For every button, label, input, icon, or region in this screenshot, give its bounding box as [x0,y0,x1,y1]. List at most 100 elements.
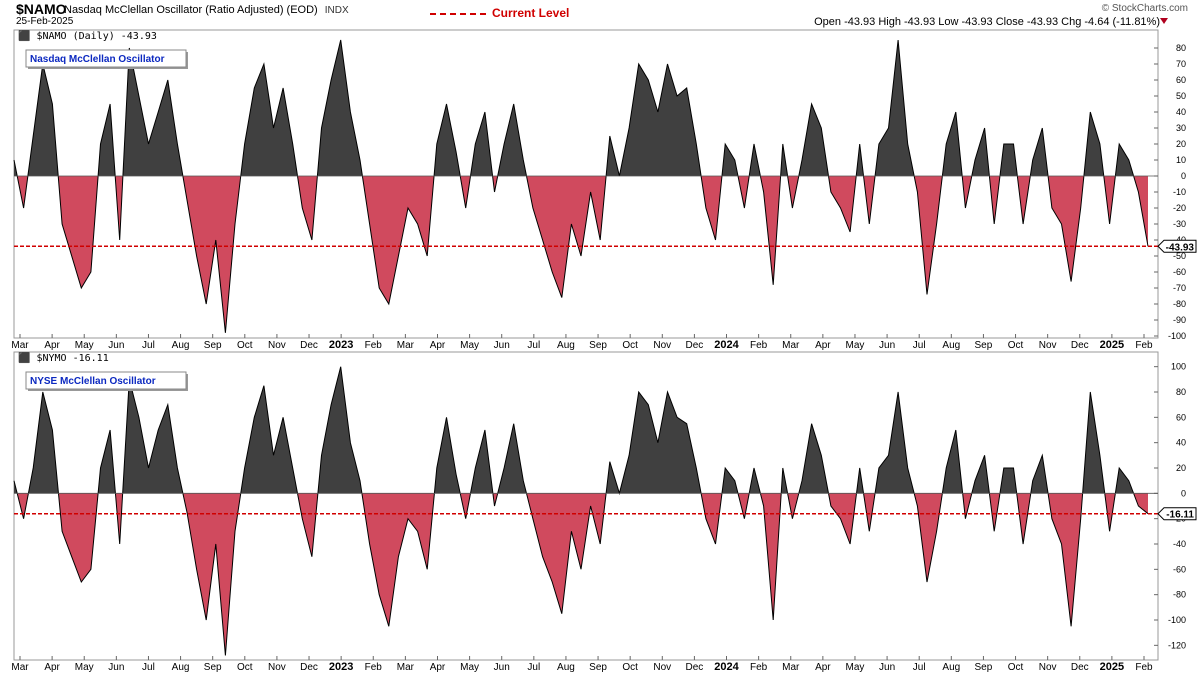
x-tick-label: Dec [1071,340,1089,351]
x-tick-label: Feb [365,662,383,673]
x-tick-label: Jul [527,662,540,673]
x-tick-label: Nov [1039,662,1057,673]
x-tick-label: May [460,662,479,673]
x-tick-label: 2023 [329,661,353,673]
y-tick-label: -10 [1173,187,1186,197]
x-tick-label: Dec [686,662,704,673]
x-tick-label: Feb [1135,340,1153,351]
negative-area [17,493,1148,656]
chart-name: Nasdaq McClellan Oscillator (Ratio Adjus… [64,4,349,16]
label-box-text: Nasdaq McClellan Oscillator [30,54,165,65]
watermark: © StockCharts.com [1101,3,1188,14]
y-tick-label: 0 [1181,171,1186,181]
y-tick-label: 30 [1176,123,1186,133]
x-tick-label: Sep [589,662,607,673]
label-box-text: NYSE McClellan Oscillator [30,376,156,387]
x-tick-label: Jul [913,662,926,673]
y-tick-label: -20 [1173,203,1186,213]
y-tick-label: -40 [1173,539,1186,549]
symbol: $NAMO [16,1,67,17]
exchange: INDX [324,5,349,16]
y-tick-label: 40 [1176,107,1186,117]
x-tick-label: Aug [942,340,960,351]
x-tick-label: Oct [1008,662,1024,673]
x-tick-label: Dec [1071,662,1089,673]
y-tick-label: -80 [1173,590,1186,600]
x-tick-label: Aug [172,340,190,351]
x-tick-label: Jun [879,662,895,673]
y-tick-label: -100 [1168,615,1186,625]
y-tick-label: 20 [1176,463,1186,473]
current-level-legend: Current Level [430,6,569,20]
x-tick-label: Sep [975,340,993,351]
y-tick-label: 40 [1176,438,1186,448]
y-tick-label: -120 [1168,640,1186,650]
positive-area [14,366,1148,494]
x-tick-label: 2024 [714,339,739,351]
y-tick-label: 20 [1176,139,1186,149]
x-tick-label: May [460,340,479,351]
ohlc-readout: Open -43.93 High -43.93 Low -43.93 Close… [814,16,1160,28]
chart-name-text: Nasdaq McClellan Oscillator (Ratio Adjus… [64,4,318,16]
current-level-value: -43.93 [1166,242,1195,253]
y-tick-label: 70 [1176,59,1186,69]
x-tick-label: Apr [815,340,831,351]
x-tick-label: Oct [237,340,253,351]
down-arrow-icon [1160,18,1168,24]
x-tick-label: Mar [782,662,800,673]
x-tick-label: Apr [44,340,60,351]
x-tick-label: Oct [622,340,638,351]
x-tick-label: May [75,662,94,673]
x-tick-label: Aug [942,662,960,673]
current-level-value: -16.11 [1166,510,1194,521]
x-tick-label: Sep [204,662,222,673]
y-tick-label: -90 [1173,315,1186,325]
oscillator-panel-2: -120-100-80-60-40-20020406080100MarAprMa… [11,351,1197,673]
x-tick-label: Mar [397,662,415,673]
y-tick-label: -100 [1168,331,1186,341]
positive-area [14,40,1148,176]
x-tick-label: Aug [557,662,575,673]
x-tick-label: Nov [268,340,286,351]
x-tick-label: Mar [11,662,29,673]
x-tick-label: Sep [975,662,993,673]
x-tick-label: Feb [750,340,768,351]
y-tick-label: -80 [1173,299,1186,309]
y-tick-label: -60 [1173,267,1186,277]
x-tick-label: May [846,340,865,351]
y-tick-label: 60 [1176,75,1186,85]
y-tick-label: 50 [1176,91,1186,101]
label-box [25,371,187,390]
label-box [25,49,187,68]
y-tick-label: -60 [1173,564,1186,574]
x-tick-label: Mar [397,340,415,351]
panel-title: ⬛ $NYMO -16.11 [18,351,109,364]
y-tick-label: -50 [1173,251,1186,261]
x-tick-label: Nov [1039,340,1057,351]
x-tick-label: Dec [300,340,318,351]
x-tick-label: Jun [494,662,510,673]
y-tick-label: 10 [1176,155,1186,165]
x-tick-label: May [75,340,94,351]
x-tick-label: Jun [108,662,124,673]
oscillator-panel-1: -100-90-80-70-60-50-40-30-20-10010203040… [11,29,1197,351]
x-tick-label: Oct [237,662,253,673]
x-tick-label: May [846,662,865,673]
x-tick-label: 2025 [1100,339,1124,351]
x-tick-label: Feb [365,340,383,351]
chart-header: $NAMO Nasdaq McClellan Oscillator (Ratio… [0,0,1200,30]
x-tick-label: Aug [557,340,575,351]
current-level-tag [1157,507,1197,521]
y-tick-label: 80 [1176,387,1186,397]
x-tick-label: Sep [204,340,222,351]
panel-title: ⬛ $NAMO (Daily) -43.93 [18,29,157,42]
x-tick-label: 2024 [714,661,739,673]
x-tick-label: Sep [589,340,607,351]
x-tick-label: Jul [913,340,926,351]
x-tick-label: Apr [44,662,60,673]
x-tick-label: Jun [494,340,510,351]
x-tick-label: Feb [750,662,768,673]
x-tick-label: Aug [172,662,190,673]
x-tick-label: Jul [527,340,540,351]
